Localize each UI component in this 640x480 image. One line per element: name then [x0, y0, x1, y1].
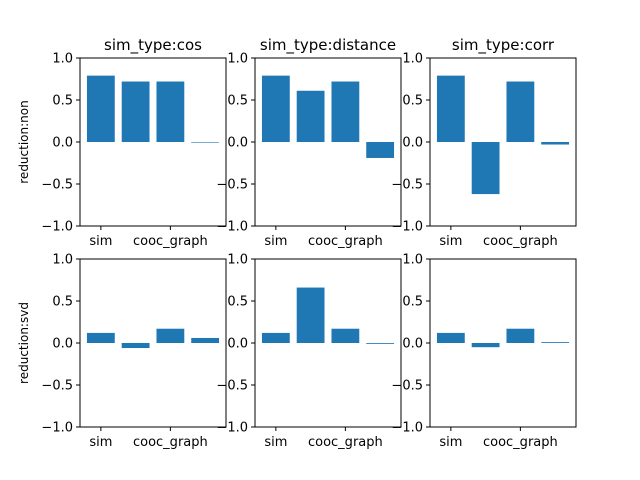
bar [331, 81, 360, 142]
y-tick-label: −0.5 [391, 178, 423, 193]
bar [296, 90, 325, 142]
bar [436, 75, 465, 142]
x-tick-label: sim [89, 435, 112, 450]
y-tick-label: 0.0 [402, 337, 423, 352]
y-tick-label: 0.0 [227, 337, 248, 352]
y-tick-label: −1.0 [216, 220, 248, 235]
x-tick-label: sim [89, 234, 112, 249]
bar [121, 343, 150, 349]
y-tick-label: 0.5 [52, 94, 73, 109]
subplot-1-1: 1.0 0.5 0.0 −0.5 −1.0 sim cooc_graph [216, 253, 402, 450]
y-tick-label: 1.0 [52, 52, 73, 67]
x-tick-label: sim [439, 234, 462, 249]
subplot-0-2: 1.0 0.5 0.0 −0.5 −1.0 sim cooc_graph sim_type:c… [391, 36, 577, 249]
y-tick-label: −0.5 [216, 379, 248, 394]
y-tick-label: 1.0 [402, 253, 423, 268]
x-tick-label: sim [264, 234, 287, 249]
y-tick-label: 0.0 [227, 136, 248, 151]
bar [471, 142, 500, 195]
bar [86, 75, 115, 142]
x-tick-label: cooc_graph [133, 435, 208, 450]
subplot-title: sim_type:cos [104, 36, 202, 55]
x-tick-label: sim [264, 435, 287, 450]
bar [506, 328, 535, 343]
y-tick-label: −1.0 [391, 220, 423, 235]
subplot-0-1: 1.0 0.5 0.0 −0.5 −1.0 sim cooc_graph sim_type:d… [216, 36, 402, 249]
bar [436, 332, 465, 343]
bar [296, 287, 325, 343]
y-tick-label: 0.0 [52, 337, 73, 352]
y-tick-label: 1.0 [402, 52, 423, 67]
bar [156, 328, 185, 343]
x-tick-label: cooc_graph [483, 435, 558, 450]
y-tick-label: 0.5 [402, 295, 423, 310]
y-tick-label: −1.0 [41, 421, 73, 436]
bar [261, 332, 290, 343]
bar [541, 142, 570, 145]
bar [506, 81, 535, 142]
bar [121, 81, 150, 142]
bar [156, 81, 185, 142]
subplot-title: sim_type:distance [260, 36, 396, 55]
y-tick-label: 1.0 [227, 253, 248, 268]
y-tick-label: 0.5 [227, 94, 248, 109]
y-axis-label: reduction:non [17, 100, 31, 183]
y-tick-label: 0.0 [402, 136, 423, 151]
bar [191, 142, 220, 143]
x-tick-label: sim [439, 435, 462, 450]
bar [191, 337, 220, 343]
y-tick-label: −0.5 [41, 379, 73, 394]
y-tick-label: 1.0 [52, 253, 73, 268]
x-tick-label: cooc_graph [133, 234, 208, 249]
y-tick-label: −1.0 [391, 421, 423, 436]
bar [261, 75, 290, 142]
y-tick-label: 0.0 [52, 136, 73, 151]
y-tick-label: 0.5 [52, 295, 73, 310]
subplot-1-2: 1.0 0.5 0.0 −0.5 −1.0 sim cooc_graph [391, 253, 577, 450]
bar [471, 343, 500, 348]
x-tick-label: cooc_graph [308, 234, 383, 249]
bar [86, 332, 115, 343]
bar [541, 342, 570, 343]
bar [331, 328, 360, 343]
x-tick-label: cooc_graph [483, 234, 558, 249]
x-tick-label: cooc_graph [308, 435, 383, 450]
y-tick-label: −0.5 [391, 379, 423, 394]
y-tick-label: −0.5 [41, 178, 73, 193]
y-tick-label: −1.0 [41, 220, 73, 235]
y-tick-label: −0.5 [216, 178, 248, 193]
y-axis-label: reduction:svd [17, 302, 31, 384]
subplot-1-0: 1.0 0.5 0.0 −0.5 −1.0 sim cooc_graph reduction:… [17, 253, 227, 450]
y-tick-label: −1.0 [216, 421, 248, 436]
y-tick-label: 0.5 [402, 94, 423, 109]
bar [366, 343, 395, 344]
y-tick-label: 1.0 [227, 52, 248, 67]
subplot-title: sim_type:corr [452, 36, 555, 55]
bar [366, 142, 395, 158]
y-tick-label: 0.5 [227, 295, 248, 310]
subplot-0-0: 1.0 0.5 0.0 −0.5 −1.0 sim cooc_graph sim_type:c… [17, 36, 227, 249]
